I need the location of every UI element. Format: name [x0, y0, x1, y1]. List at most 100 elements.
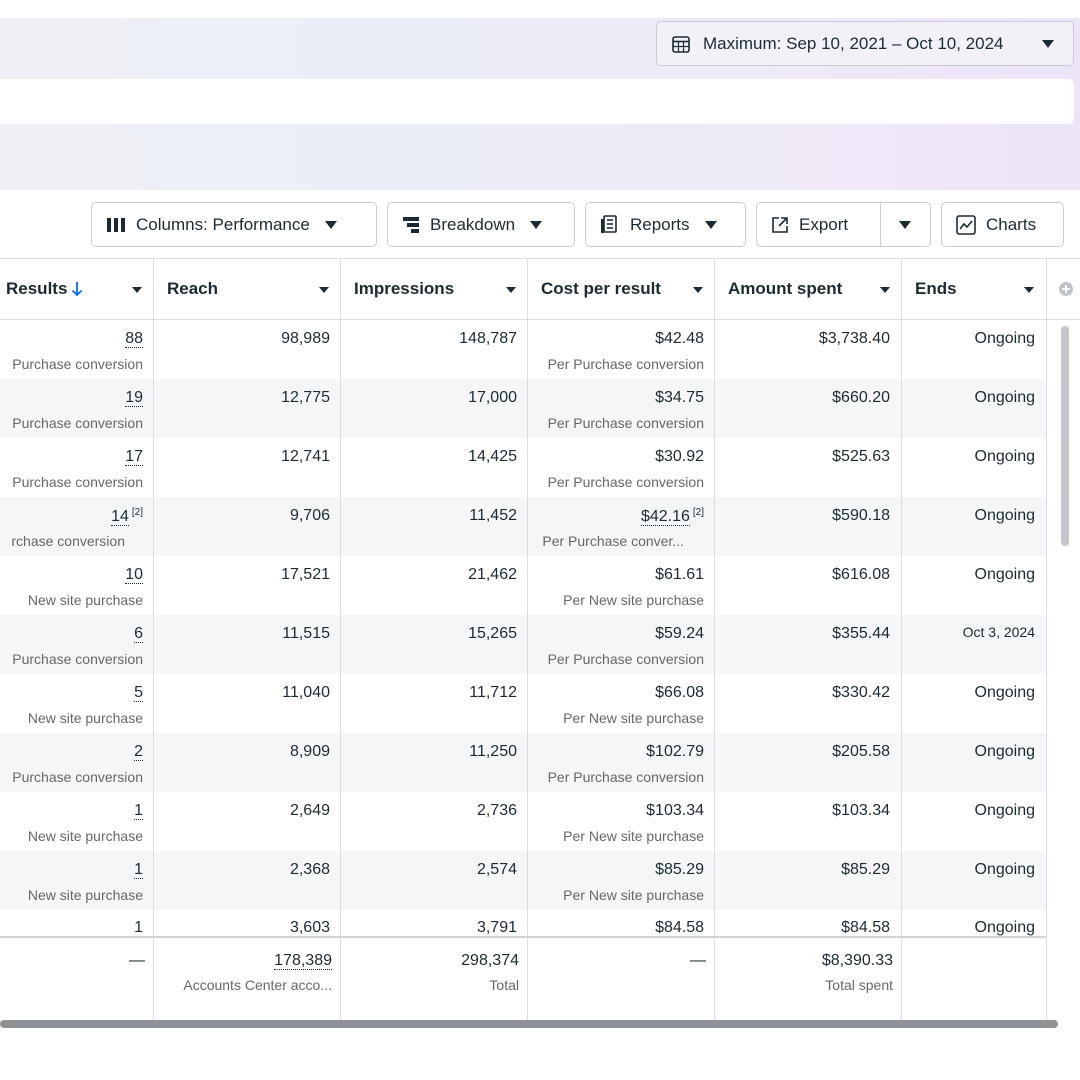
- spent-cell: $590.18: [832, 507, 890, 524]
- cost-cell: $66.08: [655, 684, 704, 701]
- table-row[interactable]: [0, 792, 1046, 851]
- spent-cell: $616.08: [832, 566, 890, 583]
- charts-button[interactable]: Charts: [941, 202, 1064, 247]
- search-filter-bar[interactable]: [0, 79, 1074, 124]
- spent-cell: $330.42: [832, 684, 890, 701]
- reach-cell: 2,649: [289, 802, 330, 819]
- column-divider: [340, 259, 341, 1021]
- table-row[interactable]: [0, 733, 1046, 792]
- table-row[interactable]: [0, 320, 1046, 379]
- results-cell[interactable]: 88: [125, 330, 143, 348]
- cost-type: Per Purchase conversion: [547, 651, 704, 667]
- results-cell[interactable]: 10: [125, 566, 143, 584]
- impressions-cell: 3,791: [476, 919, 517, 936]
- breakdown-button[interactable]: Breakdown: [387, 202, 575, 247]
- results-cell[interactable]: 6: [134, 625, 143, 643]
- cost-cell: $85.29: [655, 861, 704, 878]
- column-divider: [153, 259, 154, 1021]
- spent-cell: $85.29: [841, 861, 890, 878]
- column-menu-caret-icon[interactable]: [505, 286, 517, 294]
- column-header-impressions[interactable]: Impressions: [354, 259, 454, 319]
- results-type: New site purchase: [27, 710, 143, 726]
- reach-cell: 8,909: [289, 743, 330, 760]
- ends-cell: Ongoing: [974, 684, 1036, 701]
- table-row[interactable]: [0, 851, 1046, 910]
- table-row[interactable]: [0, 497, 1046, 556]
- tab-active[interactable]: [0, 141, 140, 193]
- cost-type: Per New site purchase: [563, 710, 704, 726]
- reach-cell: 2,368: [289, 861, 330, 878]
- total-impressions: 298,374: [461, 952, 519, 969]
- column-divider: [527, 259, 528, 1021]
- column-header-reach[interactable]: Reach: [167, 259, 218, 319]
- column-header-spent-label: Amount spent: [728, 279, 843, 298]
- column-header-results[interactable]: Results: [6, 259, 83, 319]
- breakdown-label: Breakdown: [430, 214, 516, 234]
- results-cell[interactable]: 17: [125, 448, 143, 466]
- reach-cell: 17,521: [281, 566, 330, 583]
- total-reach[interactable]: 178,389: [274, 952, 332, 970]
- spent-cell: $355.44: [832, 625, 890, 642]
- column-header-results-label: Results: [6, 279, 68, 298]
- impressions-cell: 21,462: [468, 566, 517, 583]
- column-menu-caret-icon[interactable]: [131, 286, 143, 294]
- reports-button[interactable]: Reports: [585, 202, 746, 247]
- column-header-ends-label: Ends: [915, 279, 957, 298]
- column-header-ends[interactable]: Ends: [915, 259, 957, 319]
- export-button[interactable]: Export: [756, 202, 931, 247]
- horizontal-scrollbar[interactable]: [0, 1020, 1058, 1028]
- ends-cell: Ongoing: [974, 802, 1036, 819]
- columns-button[interactable]: Columns: Performance: [91, 202, 377, 247]
- reach-cell: 98,989: [281, 330, 330, 347]
- results-cell[interactable]: 2: [134, 743, 143, 761]
- caret-down-icon: [324, 220, 337, 229]
- column-header-amount-spent[interactable]: Amount spent: [728, 259, 842, 319]
- column-header-cost-label: Cost per result: [541, 279, 661, 298]
- impressions-cell: 15,265: [468, 625, 517, 642]
- reach-cell: 12,741: [281, 448, 330, 465]
- results-cell[interactable]: 5: [134, 684, 143, 702]
- spent-cell: $660.20: [832, 389, 890, 406]
- caret-down-icon: [1042, 40, 1054, 48]
- export-options-caret-icon[interactable]: [898, 220, 912, 230]
- results-cell[interactable]: 14 [2]: [111, 507, 143, 527]
- results-type: New site purchase: [27, 887, 143, 903]
- date-range-button[interactable]: Maximum: Sep 10, 2021 – Oct 10, 2024: [656, 21, 1074, 66]
- column-menu-caret-icon[interactable]: [879, 286, 891, 294]
- column-menu-caret-icon[interactable]: [318, 286, 330, 294]
- results-cell[interactable]: 1: [134, 802, 143, 820]
- columns-label: Columns: Performance: [136, 214, 310, 234]
- charts-icon: [956, 214, 976, 235]
- results-cell[interactable]: 1: [134, 861, 143, 879]
- table-row[interactable]: [0, 438, 1046, 497]
- ends-cell: Ongoing: [974, 389, 1036, 406]
- cost-type: Per Purchase conver...: [542, 533, 684, 549]
- table-row[interactable]: [0, 556, 1046, 615]
- reports-icon: [601, 214, 617, 233]
- column-header-cost-per-result[interactable]: Cost per result: [541, 259, 661, 319]
- results-cell[interactable]: 1: [134, 919, 143, 937]
- column-menu-caret-icon[interactable]: [692, 286, 704, 294]
- results-type: Purchase conversion: [12, 651, 143, 667]
- column-menu-caret-icon[interactable]: [1023, 286, 1035, 294]
- impressions-cell: 11,712: [469, 684, 517, 701]
- table-row[interactable]: [0, 615, 1046, 674]
- table-row[interactable]: [0, 379, 1046, 438]
- table-row[interactable]: [0, 674, 1046, 733]
- impressions-cell: 11,250: [469, 743, 517, 760]
- spent-cell: $525.63: [832, 448, 890, 465]
- results-cell[interactable]: 19: [125, 389, 143, 407]
- reach-cell: 3,603: [289, 919, 330, 936]
- impressions-cell: 2,736: [476, 802, 517, 819]
- footnote-marker: [2]: [131, 507, 143, 518]
- caret-down-icon: [530, 220, 543, 229]
- reach-cell: 9,706: [289, 507, 330, 524]
- results-type: Purchase conversion: [12, 474, 143, 490]
- ends-cell: Oct 3, 2024: [962, 624, 1035, 640]
- vertical-scrollbar[interactable]: [1061, 326, 1069, 546]
- cost-type: Per New site purchase: [563, 592, 704, 608]
- date-range-label: Maximum: Sep 10, 2021 – Oct 10, 2024: [703, 33, 1004, 53]
- totals-divider: [0, 936, 1046, 938]
- add-column-icon[interactable]: [1058, 281, 1074, 297]
- total-impressions-label: Total: [489, 977, 519, 993]
